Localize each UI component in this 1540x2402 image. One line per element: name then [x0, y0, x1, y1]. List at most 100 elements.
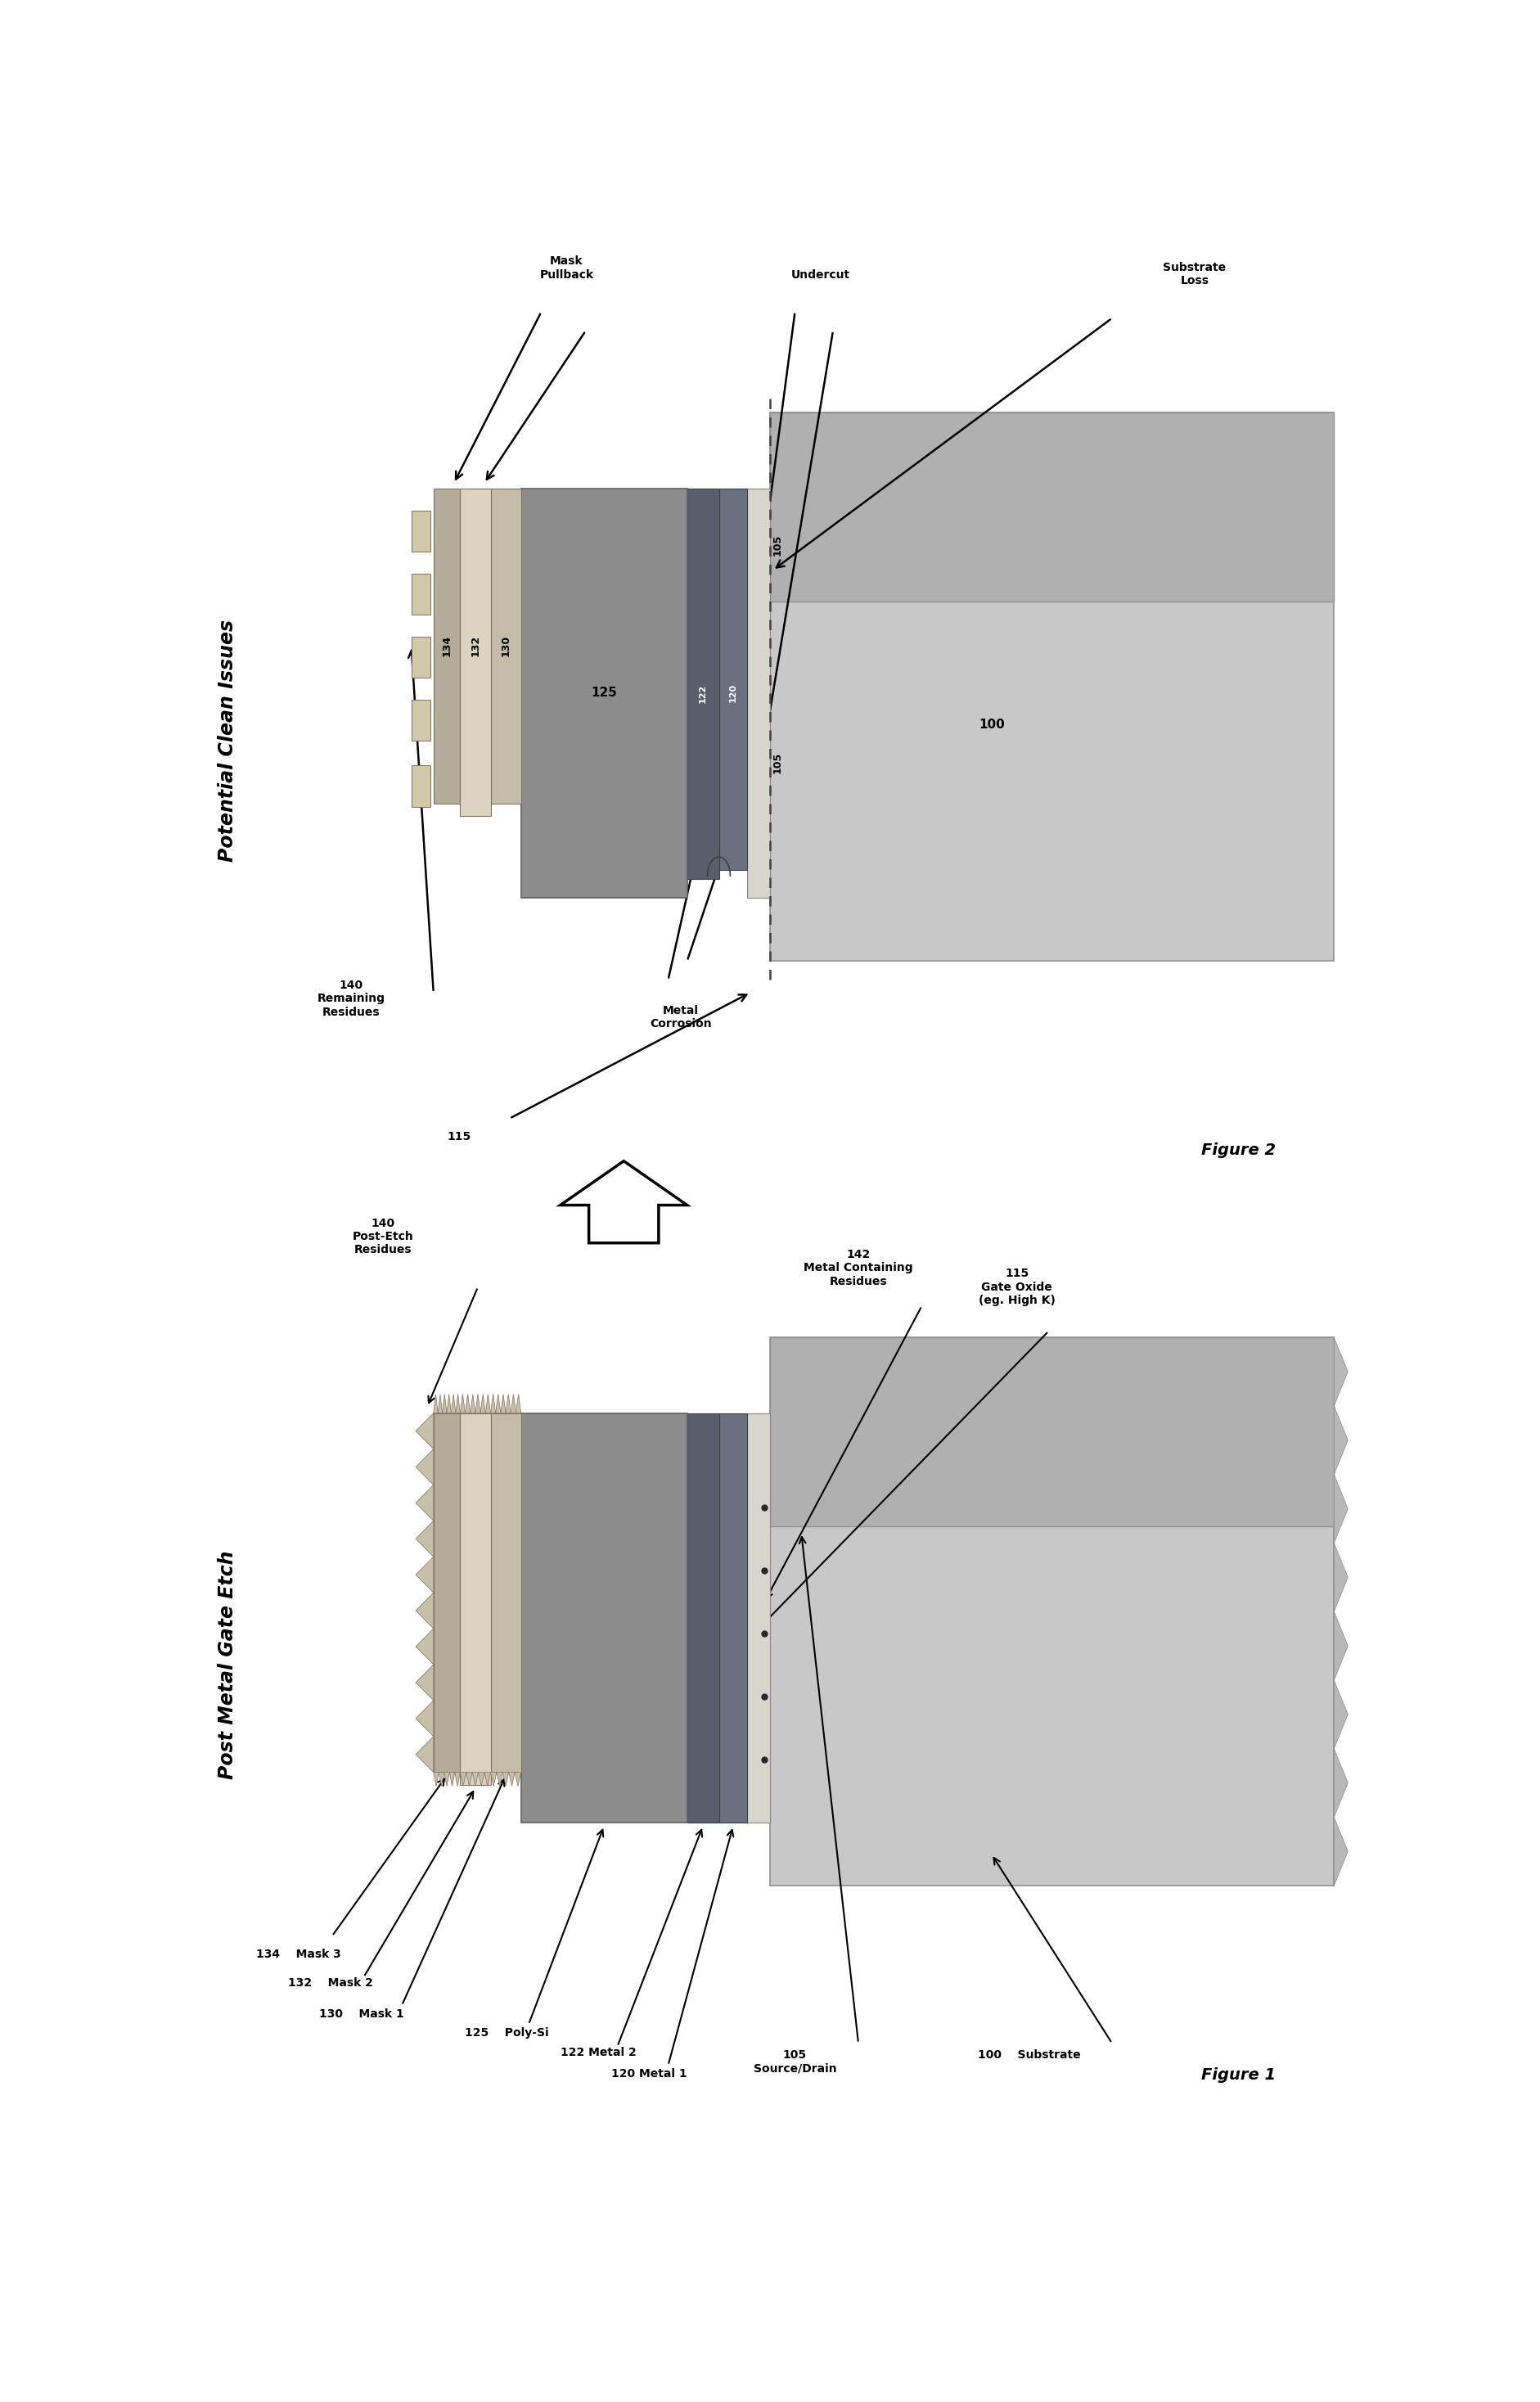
- Text: 122: 122: [699, 685, 707, 704]
- Bar: [747, 1412, 770, 1823]
- Polygon shape: [496, 1393, 500, 1412]
- Polygon shape: [1334, 1749, 1348, 1818]
- Text: 125    Poly-Si: 125 Poly-Si: [465, 2027, 550, 2039]
- Polygon shape: [416, 1665, 433, 1701]
- Polygon shape: [416, 1556, 433, 1593]
- Polygon shape: [433, 1393, 437, 1412]
- Text: 140
Post-Etch
Residues: 140 Post-Etch Residues: [353, 1218, 413, 1256]
- Bar: [770, 413, 1334, 603]
- Polygon shape: [442, 1393, 447, 1412]
- Bar: [521, 1412, 687, 1823]
- Bar: [433, 1412, 460, 1773]
- Bar: [411, 637, 430, 677]
- Polygon shape: [491, 1393, 496, 1412]
- Polygon shape: [1334, 1612, 1348, 1679]
- Polygon shape: [485, 1773, 491, 1787]
- Text: 132    Mask 2: 132 Mask 2: [288, 1977, 373, 1989]
- Polygon shape: [514, 1773, 521, 1787]
- Bar: [687, 488, 719, 879]
- Polygon shape: [450, 1773, 454, 1787]
- Text: Post Metal Gate Etch: Post Metal Gate Etch: [217, 1552, 237, 1780]
- Text: 115
Gate Oxide
(eg. High K): 115 Gate Oxide (eg. High K): [978, 1268, 1055, 1307]
- Bar: [460, 1412, 491, 1785]
- Bar: [719, 1412, 747, 1823]
- Polygon shape: [460, 1393, 465, 1412]
- Polygon shape: [451, 1393, 456, 1412]
- Text: 115: 115: [447, 1131, 471, 1143]
- Polygon shape: [1334, 1542, 1348, 1612]
- Polygon shape: [561, 1160, 687, 1242]
- Polygon shape: [1334, 1405, 1348, 1475]
- Bar: [411, 509, 430, 552]
- Text: 100: 100: [978, 718, 1004, 730]
- Polygon shape: [1334, 1818, 1348, 1886]
- Polygon shape: [454, 1773, 460, 1787]
- Polygon shape: [447, 1393, 451, 1412]
- Bar: [687, 1412, 719, 1823]
- Polygon shape: [416, 1593, 433, 1629]
- Text: 134    Mask 3: 134 Mask 3: [256, 1948, 340, 1960]
- Text: Substrate
Loss: Substrate Loss: [1163, 262, 1226, 286]
- Text: 105: 105: [772, 752, 782, 773]
- Text: 130: 130: [500, 634, 511, 656]
- Polygon shape: [496, 1773, 502, 1787]
- Bar: [719, 488, 747, 870]
- Bar: [433, 488, 460, 802]
- Polygon shape: [437, 1393, 442, 1412]
- Polygon shape: [1334, 1338, 1348, 1405]
- Polygon shape: [444, 1773, 450, 1787]
- Polygon shape: [1334, 1475, 1348, 1542]
- Polygon shape: [476, 1393, 480, 1412]
- Polygon shape: [460, 1773, 467, 1787]
- Polygon shape: [470, 1393, 476, 1412]
- Text: Figure 2: Figure 2: [1201, 1143, 1277, 1158]
- Bar: [770, 1338, 1334, 1528]
- Bar: [770, 413, 1334, 961]
- Polygon shape: [416, 1448, 433, 1484]
- Polygon shape: [480, 1393, 485, 1412]
- Polygon shape: [416, 1737, 433, 1773]
- Bar: [770, 1338, 1334, 1886]
- Polygon shape: [416, 1484, 433, 1520]
- Text: 140
Remaining
Residues: 140 Remaining Residues: [317, 980, 385, 1018]
- Text: 120: 120: [728, 685, 738, 701]
- Polygon shape: [416, 1520, 433, 1556]
- Bar: [747, 488, 770, 898]
- Bar: [411, 699, 430, 740]
- Polygon shape: [433, 1773, 439, 1787]
- Polygon shape: [479, 1773, 485, 1787]
- Polygon shape: [416, 1412, 433, 1448]
- Text: 105: 105: [772, 533, 782, 555]
- Polygon shape: [508, 1773, 514, 1787]
- Polygon shape: [416, 1701, 433, 1737]
- Bar: [491, 1412, 521, 1773]
- Polygon shape: [505, 1393, 511, 1412]
- Text: 142
Metal Containing
Residues: 142 Metal Containing Residues: [804, 1249, 913, 1287]
- Text: 105
Source/Drain: 105 Source/Drain: [753, 2049, 836, 2075]
- Bar: [411, 574, 430, 615]
- Polygon shape: [467, 1773, 473, 1787]
- Polygon shape: [1334, 1679, 1348, 1749]
- Text: 130    Mask 1: 130 Mask 1: [319, 2008, 403, 2020]
- Polygon shape: [516, 1393, 521, 1412]
- Text: 100    Substrate: 100 Substrate: [978, 2049, 1081, 2061]
- Polygon shape: [465, 1393, 470, 1412]
- Bar: [491, 488, 521, 802]
- Polygon shape: [416, 1629, 433, 1665]
- Text: Potential Clean Issues: Potential Clean Issues: [217, 620, 237, 862]
- Text: Figure 1: Figure 1: [1201, 2068, 1277, 2083]
- Polygon shape: [511, 1393, 516, 1412]
- Bar: [460, 488, 491, 817]
- Polygon shape: [491, 1773, 496, 1787]
- Polygon shape: [439, 1773, 444, 1787]
- Text: Mask
Pullback: Mask Pullback: [539, 255, 594, 281]
- Text: 132: 132: [470, 634, 480, 656]
- Text: Undercut: Undercut: [792, 269, 850, 281]
- Text: 122 Metal 2: 122 Metal 2: [561, 2047, 636, 2059]
- Text: 125: 125: [591, 687, 618, 699]
- Polygon shape: [485, 1393, 491, 1412]
- Bar: [521, 488, 687, 898]
- Polygon shape: [456, 1393, 460, 1412]
- Bar: [411, 766, 430, 807]
- Polygon shape: [500, 1393, 505, 1412]
